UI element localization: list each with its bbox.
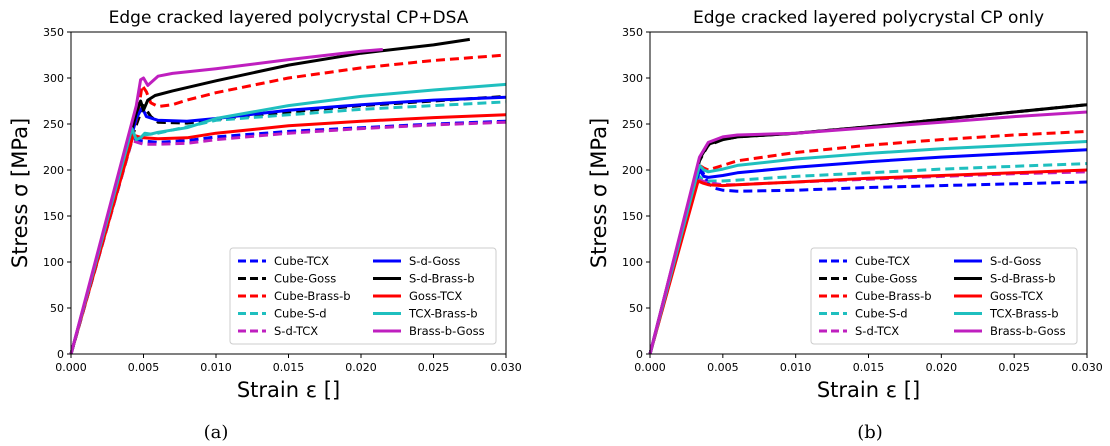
series-line-brass-b-goss [69, 48, 383, 355]
legend-label: Cube-Goss [855, 272, 917, 286]
x-tick-label: 0.000 [634, 361, 666, 374]
legend-box [229, 247, 497, 345]
x-tick-label: 0.020 [345, 361, 377, 374]
legend-label: Cube-TCX [855, 254, 910, 268]
legend: Cube-TCX Cube-Goss Cube-Brass-b Cube-S-d S-d… [229, 247, 497, 345]
x-tick-label: 0.005 [128, 361, 160, 374]
legend-label: S-d-Brass-b [409, 272, 475, 286]
y-tick-label: 300 [622, 72, 643, 85]
series-line-s-d-goss [648, 148, 1088, 355]
legend-box [810, 247, 1078, 345]
y-tick-label: 50 [50, 302, 64, 315]
legend-label: Brass-b-Goss [990, 324, 1066, 338]
y-tick-label: 100 [43, 256, 64, 269]
y-tick-label: 300 [43, 72, 64, 85]
x-tick-label: 0.025 [418, 361, 450, 374]
x-axis-label: Strain ε [] [817, 378, 920, 402]
y-tick-label: 0 [57, 348, 64, 361]
series-line-tcx-brass-b [648, 140, 1088, 355]
y-axis-label: Stress σ [MPa] [8, 118, 32, 268]
x-tick-label: 0.030 [490, 361, 522, 374]
legend-label: Cube-Brass-b [274, 289, 351, 303]
series-line-s-d-tcx [69, 120, 507, 355]
y-tick-label: 350 [622, 26, 643, 39]
y-tick-label: 250 [622, 118, 643, 131]
y-tick-label: 150 [43, 210, 64, 223]
y-tick-label: 100 [622, 256, 643, 269]
legend-label: S-d-TCX [274, 324, 318, 338]
panel-a: 0.000 0.005 0.010 0.015 0.020 0.025 0.030 0 50 10… [8, 8, 522, 443]
series-line-goss-tcx [69, 113, 507, 355]
legend-label: S-d-Brass-b [990, 272, 1056, 286]
legend: Cube-TCX Cube-Goss Cube-Brass-b Cube-S-d S-d… [810, 247, 1078, 345]
x-tick-label: 0.030 [1071, 361, 1103, 374]
legend-label: Cube-TCX [274, 254, 329, 268]
series-line-cube-brass-b [69, 53, 507, 355]
legend-label: Goss-TCX [409, 289, 462, 303]
panel-b: 0.000 0.005 0.010 0.015 0.020 0.025 0.030 0 50 10… [587, 8, 1103, 443]
series-lines [648, 103, 1088, 355]
x-tick-label: 0.025 [998, 361, 1030, 374]
legend-label: Cube-S-d [855, 307, 908, 321]
series-line-goss-tcx [648, 168, 1088, 355]
y-tick-label: 200 [43, 164, 64, 177]
y-tick-label: 50 [629, 302, 643, 315]
series-lines [69, 37, 507, 355]
x-tick-label: 0.010 [200, 361, 232, 374]
legend-label: Cube-S-d [274, 307, 327, 321]
y-tick-label: 350 [43, 26, 64, 39]
panel-caption: (b) [857, 422, 883, 443]
legend-label: Brass-b-Goss [409, 324, 485, 338]
series-line-tcx-brass-b [69, 82, 507, 355]
x-axis-label: Strain ε [] [237, 378, 340, 402]
chart-title: Edge cracked layered polycrystal CP only [693, 8, 1044, 28]
y-tick-label: 250 [43, 118, 64, 131]
panel-caption: (a) [204, 422, 229, 443]
x-tick-label: 0.015 [273, 361, 305, 374]
legend-label: Cube-Brass-b [855, 289, 932, 303]
chart-title: Edge cracked layered polycrystal CP+DSA [109, 8, 469, 28]
y-axis-label: Stress σ [MPa] [587, 118, 611, 268]
series-line-s-d-brass-b [69, 37, 471, 355]
series-line-cube-s-d [648, 162, 1088, 355]
legend-label: S-d-Goss [409, 254, 460, 268]
y-tick-label: 200 [622, 164, 643, 177]
x-tick-label: 0.020 [926, 361, 958, 374]
y-tick-label: 0 [636, 348, 643, 361]
legend-label: S-d-Goss [990, 254, 1041, 268]
legend-label: TCX-Brass-b [408, 307, 478, 321]
x-tick-label: 0.005 [707, 361, 739, 374]
legend-label: TCX-Brass-b [989, 307, 1059, 321]
x-tick-label: 0.015 [853, 361, 885, 374]
y-tick-label: 150 [622, 210, 643, 223]
legend-label: Cube-Goss [274, 272, 336, 286]
series-line-s-d-goss [69, 95, 507, 355]
series-line-brass-b-goss [648, 110, 1088, 355]
x-tick-label: 0.000 [55, 361, 87, 374]
legend-label: Goss-TCX [990, 289, 1043, 303]
x-tick-label: 0.010 [780, 361, 812, 374]
legend-label: S-d-TCX [855, 324, 899, 338]
